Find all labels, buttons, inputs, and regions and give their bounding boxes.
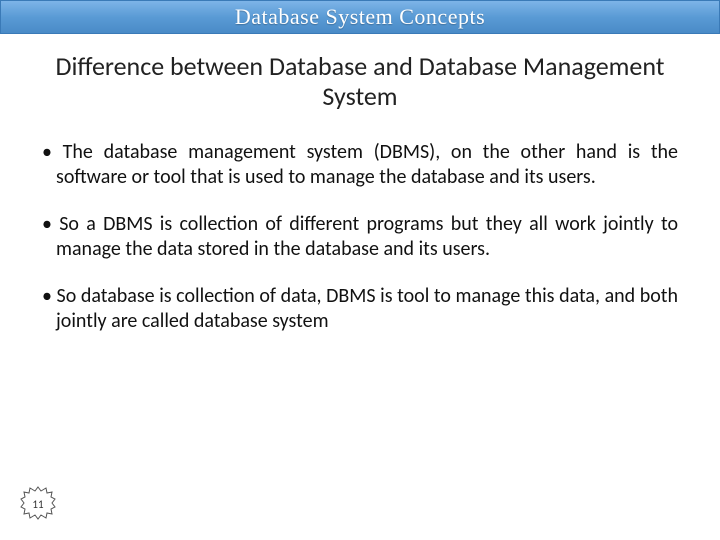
slide-subtitle: Difference between Database and Database… [0,52,720,112]
bullet-item: So database is collection of data, DBMS … [42,284,678,334]
bullet-item: The database management system (DBMS), o… [42,140,678,190]
title-bar: Database System Concepts [0,0,720,34]
page-number: 11 [32,498,43,511]
page-number-badge: 11 [20,486,56,522]
content-area: The database management system (DBMS), o… [0,140,720,334]
bullet-item: So a DBMS is collection of different pro… [42,212,678,262]
title-bar-text: Database System Concepts [235,4,485,30]
